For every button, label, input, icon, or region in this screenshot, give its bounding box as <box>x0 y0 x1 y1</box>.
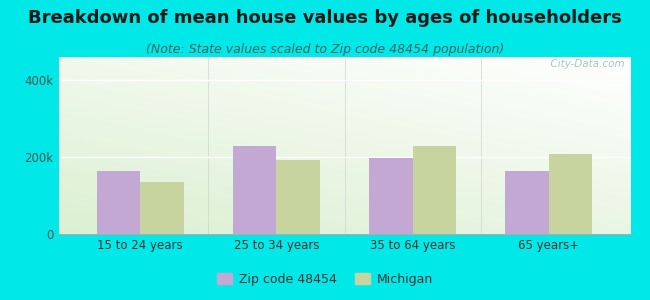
Bar <box>413 146 456 234</box>
Legend: Zip code 48454, Michigan: Zip code 48454, Michigan <box>213 268 437 291</box>
Bar <box>233 146 276 234</box>
Bar <box>140 182 184 234</box>
Text: (Note: State values scaled to Zip code 48454 population): (Note: State values scaled to Zip code 4… <box>146 44 504 56</box>
Text: Breakdown of mean house values by ages of householders: Breakdown of mean house values by ages o… <box>28 9 622 27</box>
Text: City-Data.com: City-Data.com <box>544 59 625 69</box>
Bar <box>505 170 549 234</box>
Bar <box>97 170 140 234</box>
Bar <box>549 154 592 234</box>
Bar <box>369 158 413 234</box>
Bar <box>276 160 320 234</box>
